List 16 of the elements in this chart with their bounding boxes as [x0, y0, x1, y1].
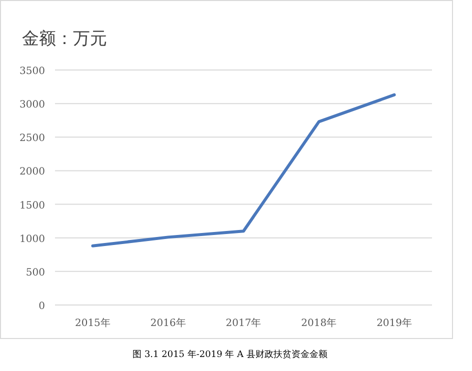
y-tick-label: 2000	[20, 166, 45, 178]
caption: 图 3.1 2015 年-2019 年 A 县财政扶贫资金金额	[132, 349, 328, 360]
x-tick-label: 2015年	[74, 317, 110, 329]
y-tick-label: 1000	[20, 234, 45, 245]
y-tick-label: 500	[26, 267, 45, 278]
x-tick-label: 2018年	[301, 317, 337, 329]
y-tick-label: 2500	[20, 133, 45, 144]
y-tick-label: 3000	[20, 100, 45, 111]
x-tick-label: 2019年	[376, 317, 412, 329]
line-series	[91, 93, 396, 248]
chart-title: 金额：万元	[22, 29, 107, 49]
y-tick-label: 0	[38, 301, 45, 312]
x-tick-label: 2016年	[150, 317, 186, 329]
y-tick-label: 3500	[20, 66, 45, 77]
x-tick-label: 2017年	[226, 317, 262, 329]
y-tick-label: 1500	[20, 200, 45, 212]
